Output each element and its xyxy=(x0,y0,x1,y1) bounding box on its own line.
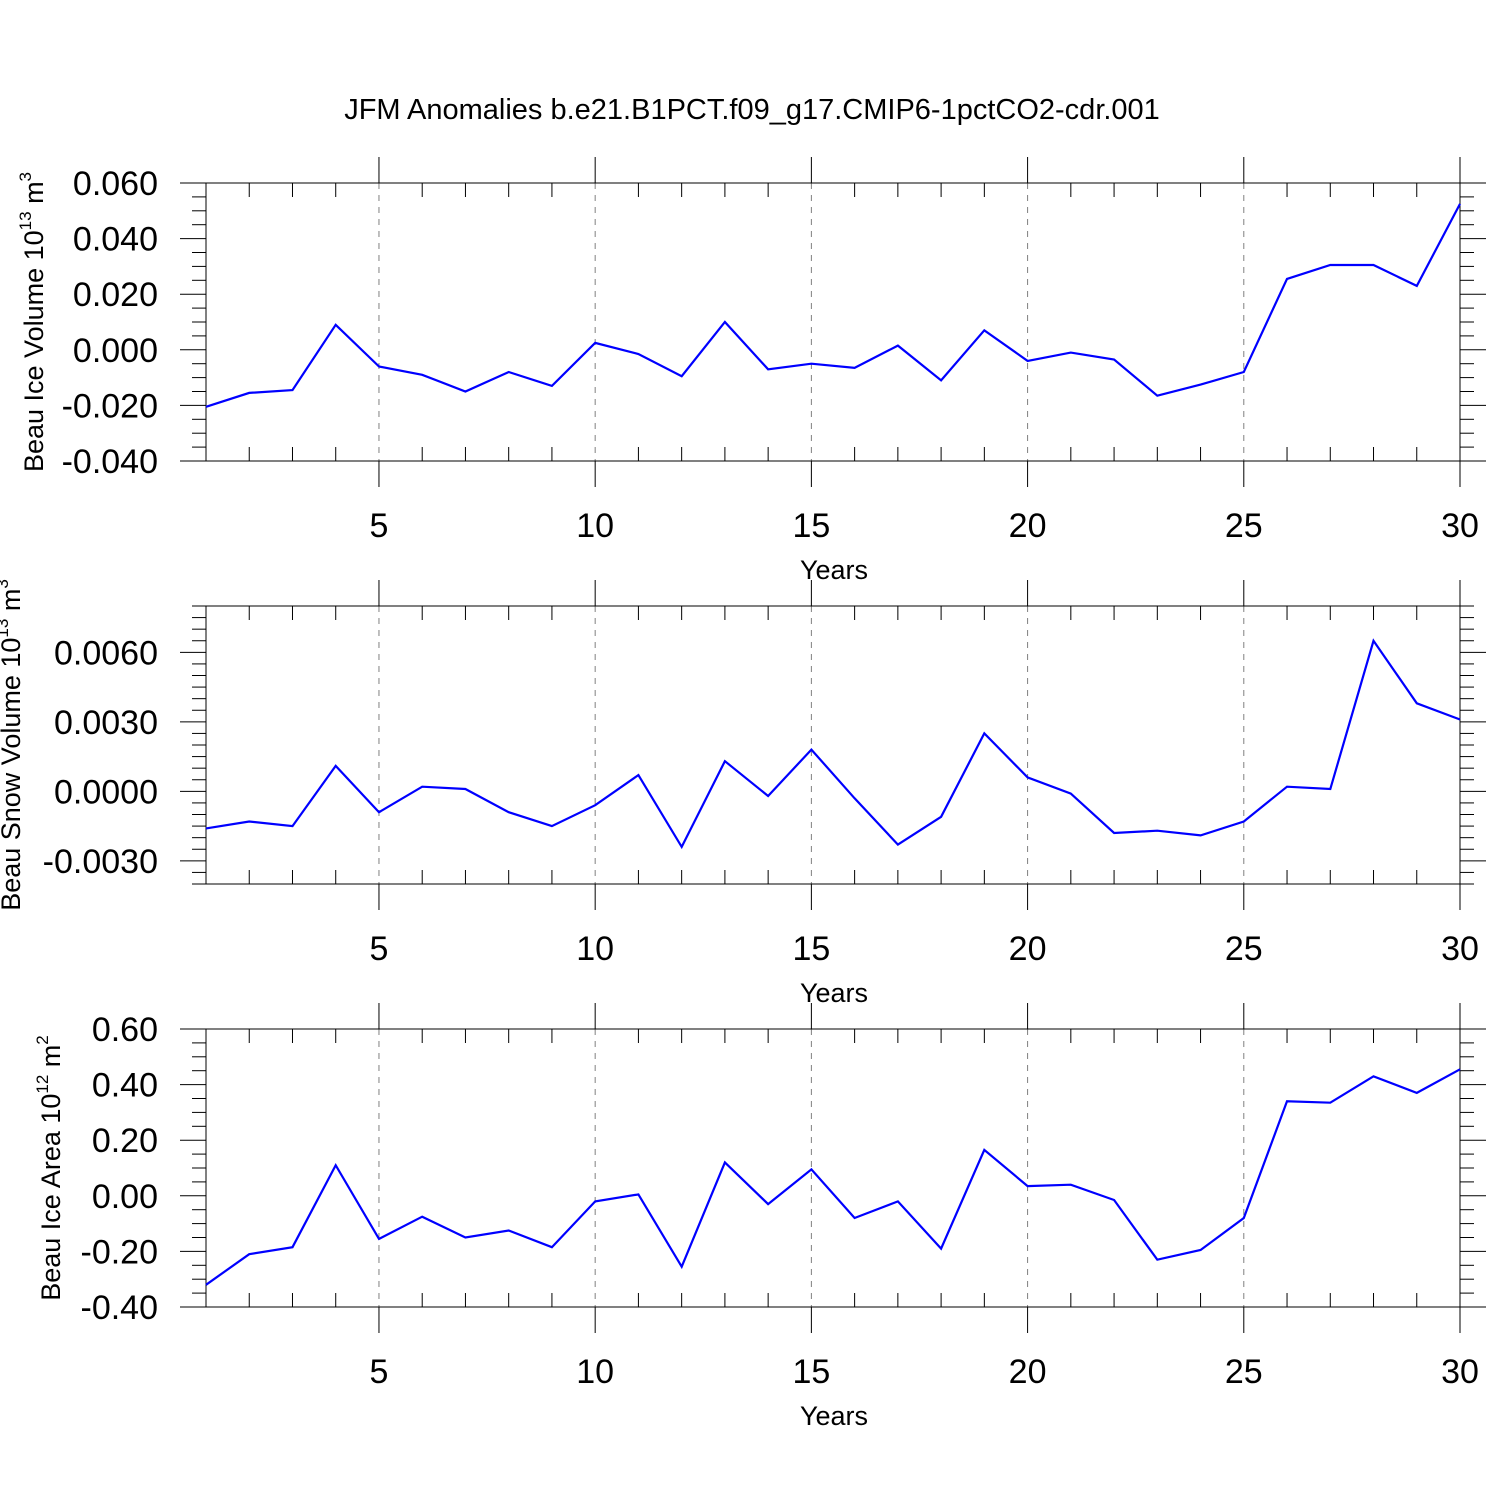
x-tick-label: 30 xyxy=(1441,930,1479,968)
y-axis-label: Beau Ice Volume 1013 m3 xyxy=(16,172,49,472)
x-tick-label: 20 xyxy=(1009,507,1047,545)
y-tick-label: -0.040 xyxy=(62,443,158,481)
plot-frame xyxy=(205,1028,1461,1308)
y-axis-label: Beau Snow Volume 1013 m3 xyxy=(0,579,26,911)
y-tick-label: -0.020 xyxy=(62,387,158,425)
x-tick-label: 10 xyxy=(576,1353,614,1391)
x-tick-label: 20 xyxy=(1009,930,1047,968)
plot-frame xyxy=(205,605,1461,885)
y-tick-label: -0.40 xyxy=(81,1289,159,1327)
x-tick-label: 30 xyxy=(1441,1353,1479,1391)
x-tick-label: 15 xyxy=(792,930,830,968)
y-tick-label: 0.20 xyxy=(92,1122,158,1160)
x-tick-label: 30 xyxy=(1441,507,1479,545)
x-tick-label: 15 xyxy=(792,1353,830,1391)
x-tick-label: 25 xyxy=(1225,1353,1263,1391)
panel-ice-volume: Beau Ice Volume 1013 m3 Years 5 10 15 20 25 3… xyxy=(16,157,1486,585)
plot-frame xyxy=(205,182,1461,462)
y-tick-label: 0.0060 xyxy=(54,634,158,672)
panel-ice-area: Beau Ice Area 1012 m2 Years 5 10 15 20 25 30 -… xyxy=(33,1003,1486,1431)
y-tick-label: 0.40 xyxy=(92,1067,158,1105)
x-tick-label: 15 xyxy=(792,507,830,545)
x-tick-label: 20 xyxy=(1009,1353,1047,1391)
x-tick-label: 5 xyxy=(370,1353,389,1391)
x-tick-label: 25 xyxy=(1225,507,1263,545)
y-tick-label: 0.000 xyxy=(73,332,158,370)
chart-title: JFM Anomalies b.e21.B1PCT.f09_g17.CMIP6-… xyxy=(344,94,1160,126)
panel-snow-volume: Beau Snow Volume 1013 m3 Years 5 10 15 20 25… xyxy=(0,579,1486,1008)
y-axis-label: Beau Ice Area 1012 m2 xyxy=(33,1035,66,1301)
y-tick-label: 0.020 xyxy=(73,276,158,314)
series-line xyxy=(205,638,1461,850)
y-tick-label: 0.0000 xyxy=(54,773,158,811)
series-line xyxy=(205,1068,1461,1286)
y-tick-label: 0.0030 xyxy=(54,704,158,742)
x-tick-label: 25 xyxy=(1225,930,1263,968)
y-tick-label: 0.060 xyxy=(73,165,158,203)
x-tick-label: 5 xyxy=(370,507,389,545)
x-axis-label: Years xyxy=(800,555,868,585)
y-tick-label: -0.0030 xyxy=(43,843,158,881)
x-axis-label: Years xyxy=(800,978,868,1008)
y-tick-label: 0.00 xyxy=(92,1178,158,1216)
x-tick-label: 5 xyxy=(370,930,389,968)
series-line xyxy=(205,203,1461,408)
x-tick-label: 10 xyxy=(576,507,614,545)
y-tick-label: 0.60 xyxy=(92,1011,158,1049)
x-axis-label: Years xyxy=(800,1401,868,1431)
x-tick-label: 10 xyxy=(576,930,614,968)
y-tick-label: -0.20 xyxy=(81,1233,159,1271)
y-tick-label: 0.040 xyxy=(73,221,158,259)
